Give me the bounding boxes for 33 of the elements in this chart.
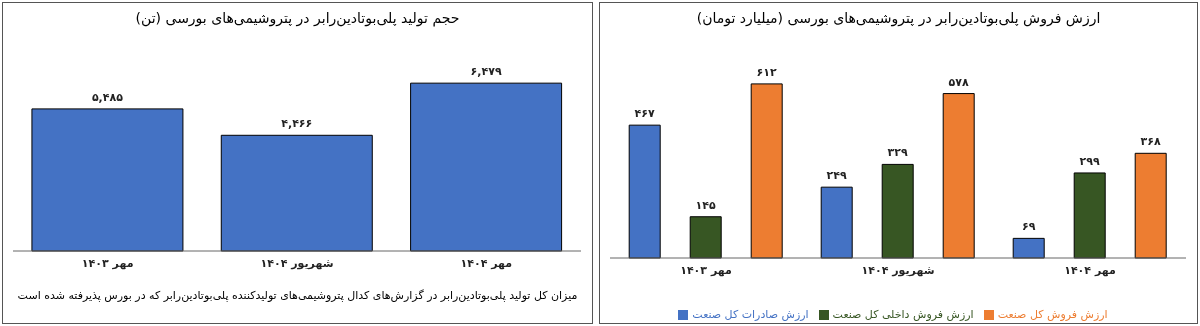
legend-label: ارزش فروش کل صنعت <box>997 308 1108 321</box>
data-label: ۶۱۲ <box>756 65 778 79</box>
data-label: ۲۴۹ <box>826 169 848 183</box>
data-label: ۶۹ <box>1021 220 1036 234</box>
bar <box>1012 237 1045 259</box>
legend-label: ارزش صادرات کل صنعت <box>692 308 809 321</box>
bar <box>750 83 783 259</box>
chart-title: حجم تولید پلی‌بوتادین‌رابر در پتروشیمی‌های بورسی (تن) <box>134 9 461 29</box>
data-label: ۵۷۸ <box>948 75 970 89</box>
data-label: ۳۲۹ <box>887 146 909 160</box>
data-label: ۶,۴۷۹ <box>470 65 502 79</box>
x-tick-label: مهر ۱۴۰۳ <box>680 263 732 277</box>
text: میزان کل تولید پلی‌بوتادین‌رابر در گزارش‌های کدال پتروشیمی‌های تولیدکننده پلی‌بوتادین‌رابر که در بورس پذیرفته شده است <box>16 289 579 302</box>
bar <box>942 93 975 259</box>
chart-title: ارزش فروش پلی‌بوتادین‌رابر در پتروشیمی‌های بورسی (میلیارد تومان) <box>695 9 1102 29</box>
data-label: ۲۹۹ <box>1079 154 1101 168</box>
bar <box>820 186 853 259</box>
data-label: ۵,۴۸۵ <box>91 90 124 104</box>
x-tick-label: مهر ۱۴۰۴ <box>460 256 513 270</box>
data-label: ۴۶۷ <box>634 107 656 121</box>
data-label: ۳۶۸ <box>1140 135 1162 149</box>
bar <box>1134 152 1167 259</box>
x-tick-label: شهریور ۱۴۰۴ <box>260 256 334 270</box>
legend-label: ارزش فروش داخلی کل صنعت <box>832 308 974 321</box>
x-tick-label: مهر ۱۴۰۴ <box>1064 263 1116 277</box>
bar <box>1073 172 1106 259</box>
data-label: ۱۴۵ <box>695 198 717 212</box>
x-tick-label: شهریور ۱۴۰۴ <box>861 263 935 277</box>
bar <box>689 216 722 259</box>
bar <box>881 163 914 259</box>
bar <box>628 124 661 259</box>
x-tick-label: مهر ۱۴۰۳ <box>81 256 134 270</box>
data-label: ۴,۴۶۶ <box>281 117 313 131</box>
